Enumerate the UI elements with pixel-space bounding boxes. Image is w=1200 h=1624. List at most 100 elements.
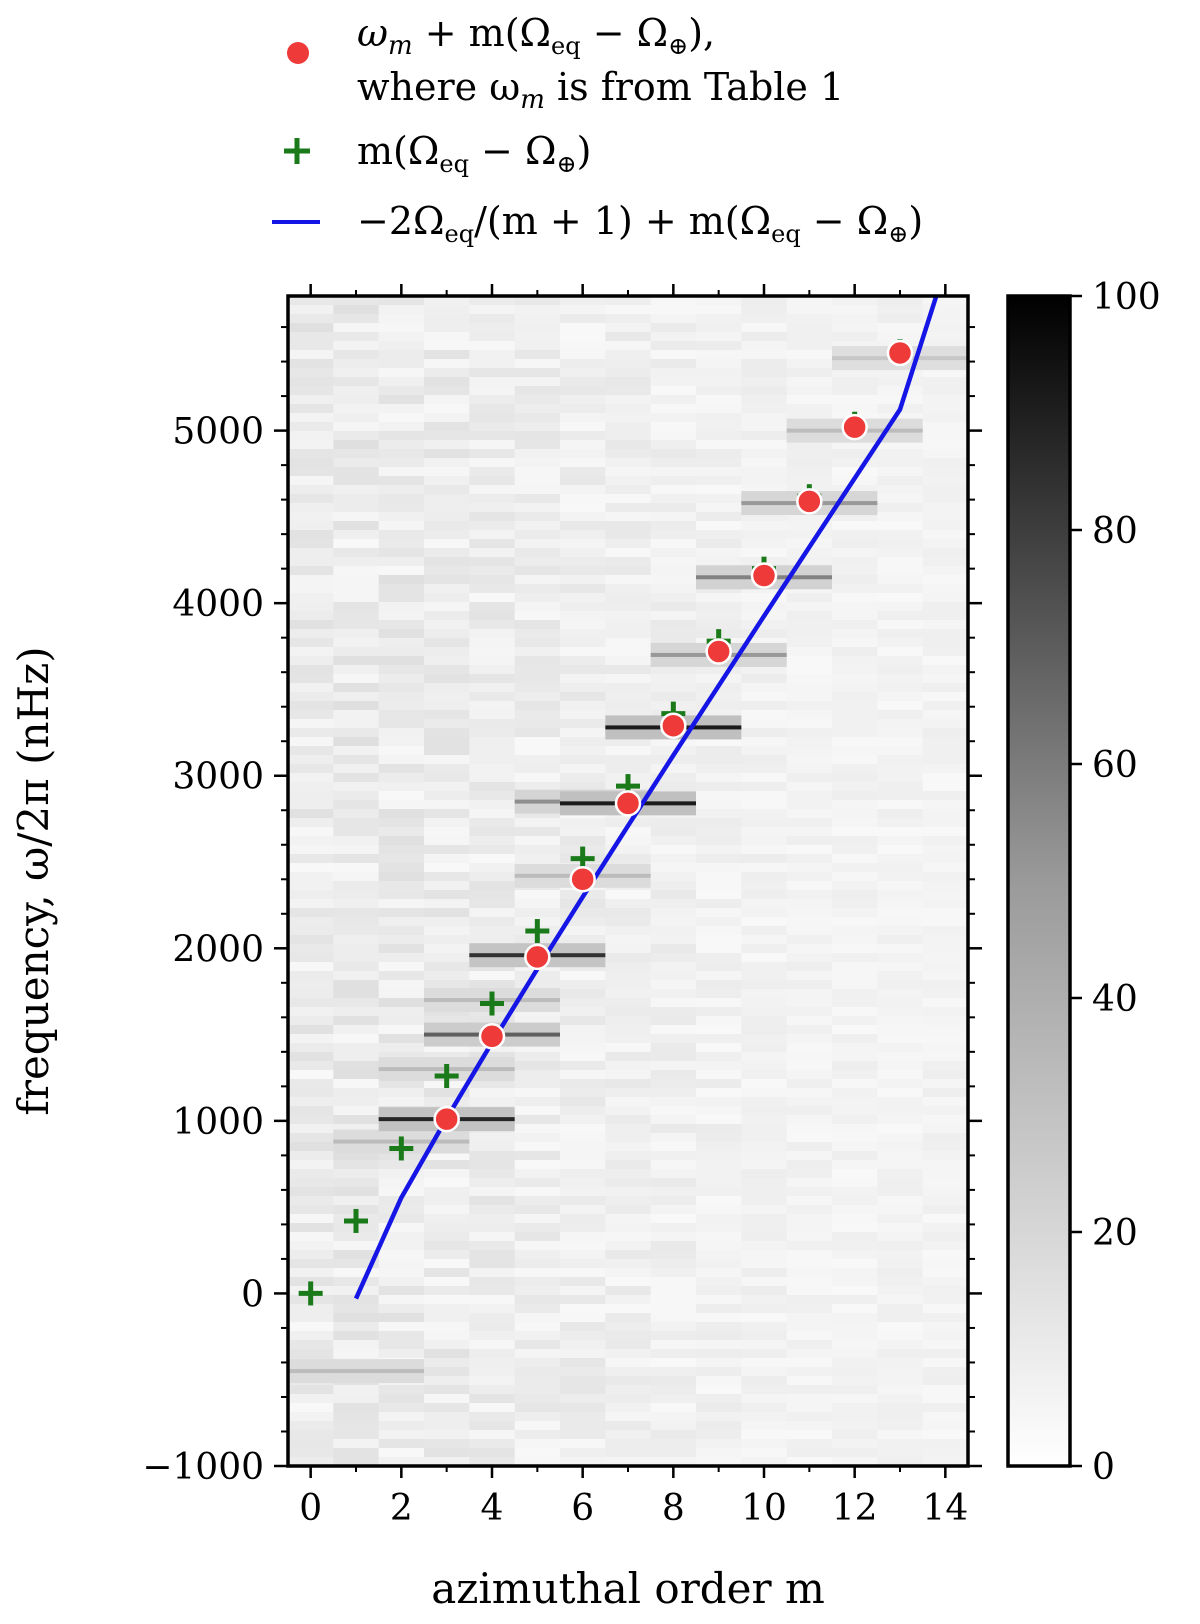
x-axis-label: azimuthal order m (431, 1564, 825, 1613)
heatmap-cell (877, 980, 924, 989)
heatmap-cell (605, 404, 652, 413)
heatmap-cell (922, 1016, 968, 1025)
heatmap-cell (378, 926, 425, 935)
heatmap-cell (922, 368, 968, 377)
heatmap-cell (832, 1457, 878, 1466)
heatmap-cell (741, 323, 788, 332)
heatmap-cell (650, 638, 697, 647)
heatmap-cell (560, 1448, 606, 1457)
heatmap-cell (424, 638, 470, 647)
heatmap-cell (560, 359, 606, 368)
heatmap-cell (605, 323, 652, 332)
heatmap-cell (786, 1223, 833, 1232)
heatmap-cell (786, 1151, 833, 1160)
heatmap-cell (786, 1124, 833, 1133)
heatmap-cell (560, 998, 606, 1007)
heatmap-cell (333, 746, 380, 755)
heatmap-cell (786, 1331, 833, 1340)
heatmap-cell (378, 359, 425, 368)
heatmap-cell (378, 755, 425, 764)
heatmap-cell (696, 809, 742, 818)
heatmap-cell (786, 1340, 833, 1349)
heatmap-cell (378, 620, 425, 629)
heatmap-cell (786, 800, 833, 809)
heatmap-cell (605, 386, 652, 395)
heatmap-cell (333, 674, 380, 683)
heatmap-cell (333, 1448, 380, 1457)
heatmap-cell (424, 341, 470, 350)
heatmap-cell (378, 800, 425, 809)
heatmap-cell (741, 1304, 788, 1313)
heatmap-cell (605, 611, 652, 620)
heatmap-cell (469, 845, 516, 854)
heatmap-cell (424, 1160, 470, 1169)
y-tick-label: 1000 (172, 1102, 264, 1143)
heatmap-cell (333, 422, 380, 431)
heatmap-cell (333, 1457, 380, 1466)
heatmap-cell (650, 350, 697, 359)
heatmap-cell (288, 980, 334, 989)
heatmap-cell (786, 989, 833, 998)
heatmap-cell (877, 710, 924, 719)
heatmap-cell (424, 809, 470, 818)
heatmap-cell (469, 629, 516, 638)
heatmap-cell (288, 899, 334, 908)
heatmap-cell (922, 1007, 968, 1016)
heatmap-cell (288, 1313, 334, 1322)
heatmap-cell (741, 602, 788, 611)
heatmap-cell (832, 368, 878, 377)
heatmap-cell (696, 332, 742, 341)
heatmap-cell (560, 404, 606, 413)
heatmap-cell (378, 1421, 425, 1430)
heatmap-cell (514, 1286, 561, 1295)
heatmap-cell (288, 728, 334, 737)
heatmap-cell (333, 773, 380, 782)
heatmap-cell (424, 755, 470, 764)
colorbar-tick-label: 100 (1092, 277, 1161, 318)
heatmap-cell (469, 854, 516, 863)
heatmap-cell (650, 1070, 697, 1079)
heatmap-cell (696, 1061, 742, 1070)
heatmap-cell (605, 395, 652, 404)
heatmap-cell (288, 827, 334, 836)
heatmap-cell (333, 1412, 380, 1421)
heatmap-cell (560, 1115, 606, 1124)
heatmap-cell (832, 818, 878, 827)
heatmap-cell (605, 1178, 652, 1187)
heatmap-cell (741, 395, 788, 404)
heatmap-cell (378, 989, 425, 998)
heatmap-cell (877, 1124, 924, 1133)
heatmap-cell (877, 530, 924, 539)
heatmap-cell (333, 809, 380, 818)
heatmap-cell (514, 818, 561, 827)
heatmap-cell (696, 1115, 742, 1124)
heatmap-cell (378, 494, 425, 503)
heatmap-cell (832, 782, 878, 791)
heatmap-cell (696, 872, 742, 881)
heatmap-cell (288, 881, 334, 890)
heatmap-cell (877, 1403, 924, 1412)
heatmap-cell (378, 557, 425, 566)
heatmap-cell (832, 737, 878, 746)
heatmap-cell (469, 1313, 516, 1322)
heatmap-cell (288, 1178, 334, 1187)
heatmap-cell (696, 548, 742, 557)
heatmap-cell (741, 1403, 788, 1412)
heatmap-cell (832, 665, 878, 674)
heatmap-cell (560, 1268, 606, 1277)
heatmap-cell (514, 476, 561, 485)
heatmap-cell (832, 656, 878, 665)
heatmap-cell (877, 917, 924, 926)
heatmap-cell (650, 1304, 697, 1313)
heatmap-cell (877, 908, 924, 917)
heatmap-cell (605, 368, 652, 377)
heatmap-cell (288, 701, 334, 710)
heatmap-cell (469, 836, 516, 845)
heatmap-cell (696, 296, 742, 305)
heatmap-cell (333, 1061, 380, 1070)
heatmap-cell (378, 908, 425, 917)
heatmap-cell (605, 485, 652, 494)
heatmap-cell (333, 998, 380, 1007)
heatmap-cell (333, 881, 380, 890)
heatmap-cell (786, 1412, 833, 1421)
